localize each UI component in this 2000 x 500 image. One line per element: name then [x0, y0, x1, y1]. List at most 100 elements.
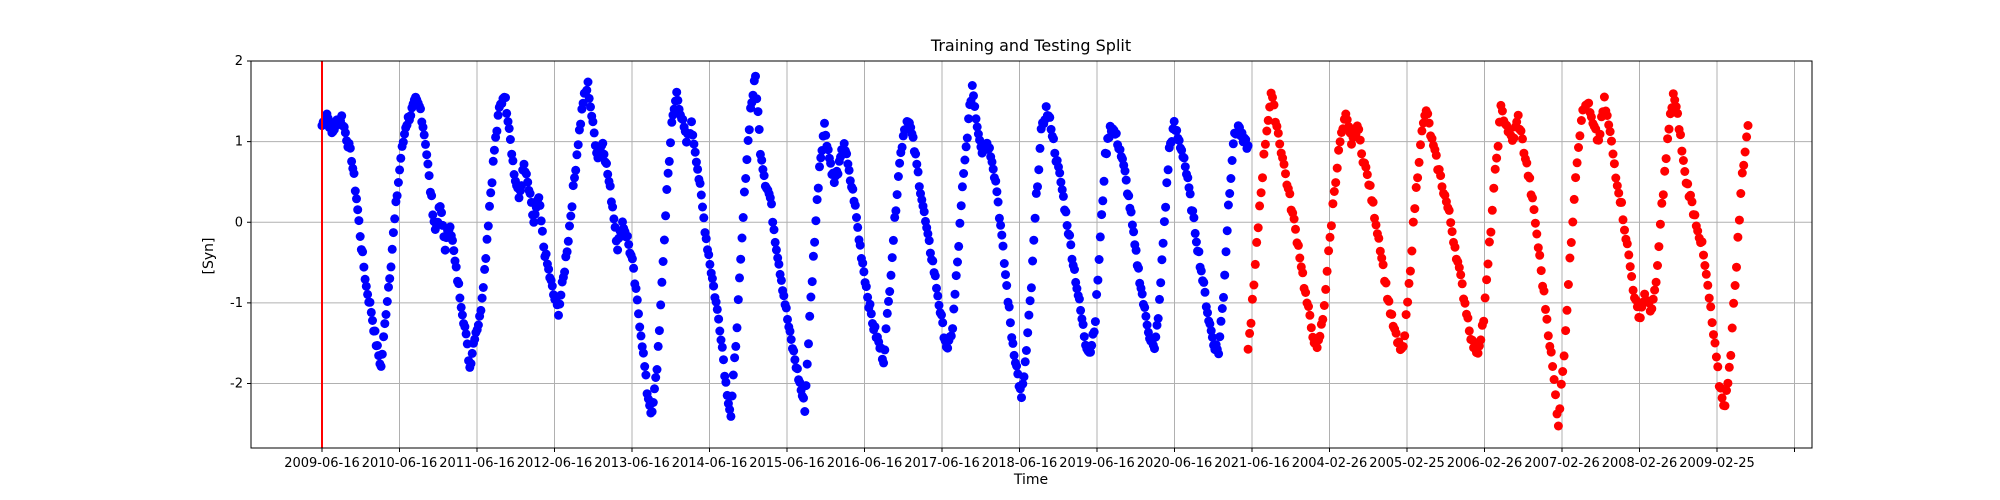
y-axis: -2 -1 0 1 2	[230, 54, 251, 392]
test-point	[1572, 158, 1582, 168]
test-point	[1362, 170, 1372, 180]
train-point	[812, 195, 822, 205]
train-point	[742, 155, 752, 165]
train-point	[651, 373, 661, 382]
train-point	[690, 147, 700, 157]
train-point	[826, 158, 836, 168]
test-point	[1272, 121, 1282, 131]
train-point	[1153, 314, 1163, 323]
train-point	[388, 228, 398, 238]
train-point	[999, 259, 1009, 268]
train-point	[997, 230, 1007, 240]
test-point	[1401, 310, 1411, 320]
train-point	[534, 193, 544, 203]
test-point	[1342, 115, 1352, 125]
train-point	[440, 245, 450, 255]
train-point	[482, 234, 492, 244]
train-point	[493, 110, 503, 120]
test-point	[1273, 128, 1283, 138]
train-point	[1019, 372, 1029, 382]
train-point	[727, 391, 737, 401]
test-point	[1648, 294, 1658, 304]
train-point	[707, 274, 717, 283]
train-point	[735, 273, 744, 283]
train-point	[582, 85, 592, 95]
test-point	[1319, 301, 1329, 310]
train-point	[1188, 206, 1198, 216]
test-point	[1736, 189, 1746, 198]
x-tick-label: 2009-06-16	[284, 456, 360, 471]
test-point	[1427, 134, 1437, 144]
train-point	[987, 157, 997, 167]
train-point	[514, 193, 524, 203]
train-point	[1018, 379, 1028, 389]
train-point	[345, 143, 355, 153]
test-point	[1703, 280, 1713, 290]
test-point	[1653, 261, 1662, 270]
train-point	[1140, 302, 1150, 312]
train-point	[892, 190, 902, 200]
train-point	[461, 329, 471, 339]
train-point	[992, 187, 1002, 197]
test-point	[1312, 343, 1322, 353]
test-point	[1268, 92, 1277, 102]
train-point	[743, 136, 753, 145]
test-point	[1671, 102, 1681, 112]
train-point	[1041, 102, 1051, 112]
train-point	[1046, 124, 1056, 134]
test-point	[1647, 304, 1657, 314]
test-point	[1734, 215, 1744, 225]
train-point	[406, 111, 416, 121]
test-point	[1490, 164, 1500, 174]
train-point	[698, 202, 707, 212]
train-point	[810, 237, 820, 247]
train-point	[911, 149, 921, 159]
train-point	[386, 262, 396, 272]
train-point	[848, 184, 858, 194]
train-point	[1058, 191, 1068, 201]
train-point	[946, 331, 956, 341]
train-point	[598, 138, 608, 148]
train-point	[376, 361, 386, 371]
test-point	[1661, 154, 1671, 164]
train-point	[361, 281, 371, 291]
test-point	[1262, 126, 1272, 136]
train-point	[808, 251, 818, 261]
test-point	[1608, 149, 1618, 159]
train-point	[1189, 213, 1199, 223]
train-point	[823, 145, 833, 155]
train-point	[861, 282, 871, 292]
test-point	[1631, 295, 1641, 305]
train-point	[663, 168, 673, 178]
test-point	[1484, 237, 1494, 247]
test-point	[1611, 173, 1621, 183]
train-point	[541, 249, 551, 259]
test-point	[1413, 173, 1423, 183]
x-tick-label: 2016-06-16	[827, 456, 903, 471]
test-point	[1258, 173, 1267, 183]
train-point	[813, 183, 823, 193]
test-point	[1250, 259, 1260, 269]
train-point	[699, 213, 709, 223]
test-point	[1525, 173, 1535, 183]
train-point	[948, 324, 958, 334]
test-point	[1622, 239, 1632, 249]
train-point	[1121, 175, 1131, 185]
train-point	[470, 334, 480, 344]
test-point	[1437, 182, 1447, 192]
test-point	[1398, 342, 1408, 351]
test-point	[1726, 350, 1736, 360]
train-point	[360, 274, 370, 284]
test-point	[1556, 379, 1566, 389]
test-point	[1700, 261, 1710, 270]
test-point	[1733, 232, 1743, 242]
test-point	[1729, 298, 1739, 308]
test-point	[1568, 217, 1578, 227]
train-point	[419, 130, 429, 140]
train-point	[428, 210, 438, 220]
train-point	[1001, 270, 1010, 280]
train-point	[586, 102, 595, 112]
train-point	[381, 310, 391, 319]
train-point	[622, 231, 632, 241]
